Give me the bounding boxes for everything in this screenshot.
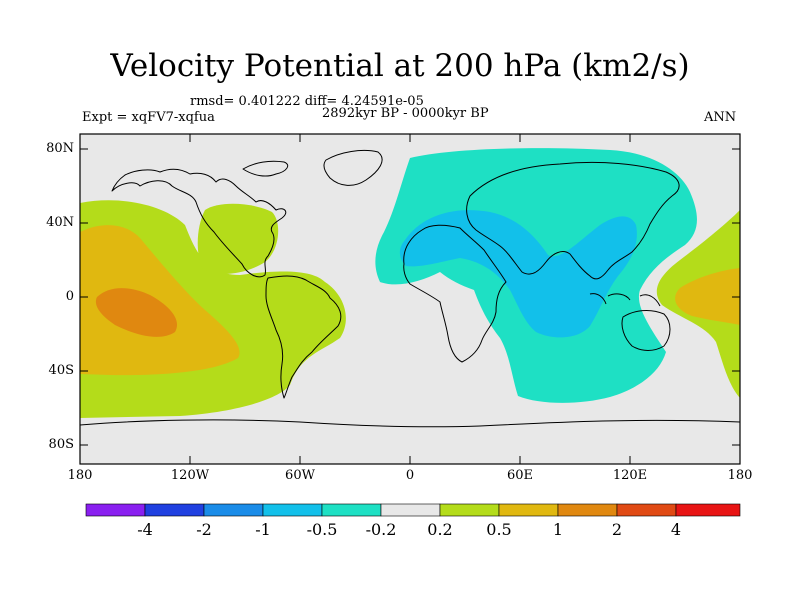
y-tick-label: 40S <box>48 363 74 378</box>
colorbar-label: 4 <box>670 520 682 539</box>
colorbar-label: -4 <box>137 520 153 539</box>
contour-fill-pacific-1 <box>95 288 178 337</box>
colorbar-label: -1 <box>255 520 271 539</box>
colorbar-box-1 <box>85 503 146 517</box>
x-tick-label: 180 <box>67 468 93 483</box>
colorbar-box-7 <box>439 503 500 517</box>
rmsd-diff-stats: rmsd= 0.401222 diff= 4.24591e-05 <box>190 94 424 109</box>
x-tick-label: 60E <box>506 468 534 483</box>
x-tick-label: 60W <box>285 468 315 483</box>
experiment-label: Expt = xqFV7-xqfua <box>82 110 215 125</box>
colorbar-label: 0.5 <box>486 520 512 539</box>
colorbar-label: 1 <box>552 520 564 539</box>
colorbar-box-6 <box>380 503 441 517</box>
colorbar-label: -0.5 <box>306 520 338 539</box>
colorbar-box-11 <box>675 503 741 517</box>
period-label: 2892kyr BP - 0000kyr BP <box>322 106 489 121</box>
y-tick-label: 40N <box>46 215 74 230</box>
contour-fill-north-america-0.2 <box>197 203 279 274</box>
colorbar-box-8 <box>498 503 559 517</box>
season-label: ANN <box>704 110 737 125</box>
colorbar-box-5 <box>321 503 382 517</box>
map-frame <box>79 133 741 465</box>
x-tick-label: 0 <box>405 468 415 483</box>
colorbar-box-4 <box>262 503 323 517</box>
map-panel <box>80 134 740 464</box>
colorbar-label: -2 <box>196 520 212 539</box>
contour-fill-pacific-0.5 <box>80 225 240 376</box>
colorbar-box-2 <box>144 503 205 517</box>
x-tick-label: 180 <box>727 468 753 483</box>
contour-fill-asia--0.5 <box>399 210 637 338</box>
map-tick-marks <box>80 134 740 464</box>
colorbar-label: 2 <box>611 520 623 539</box>
y-tick-label: 80S <box>48 437 74 452</box>
colorbar-box-3 <box>203 503 264 517</box>
colorbar <box>85 503 741 517</box>
x-tick-label: 120W <box>170 468 210 483</box>
colorbar-label: 0.2 <box>427 520 453 539</box>
coastlines <box>80 149 740 428</box>
colorbar-box-9 <box>557 503 618 517</box>
contour-fill-west-pacific-0.5 <box>675 268 740 325</box>
colorbar-box-10 <box>616 503 677 517</box>
y-tick-label: 80N <box>46 141 74 156</box>
x-tick-label: 120E <box>612 468 648 483</box>
map-title: Velocity Potential at 200 hPa (km2/s) <box>110 48 690 84</box>
colorbar-label: -0.2 <box>365 520 397 539</box>
y-tick-label: 0 <box>65 289 74 304</box>
